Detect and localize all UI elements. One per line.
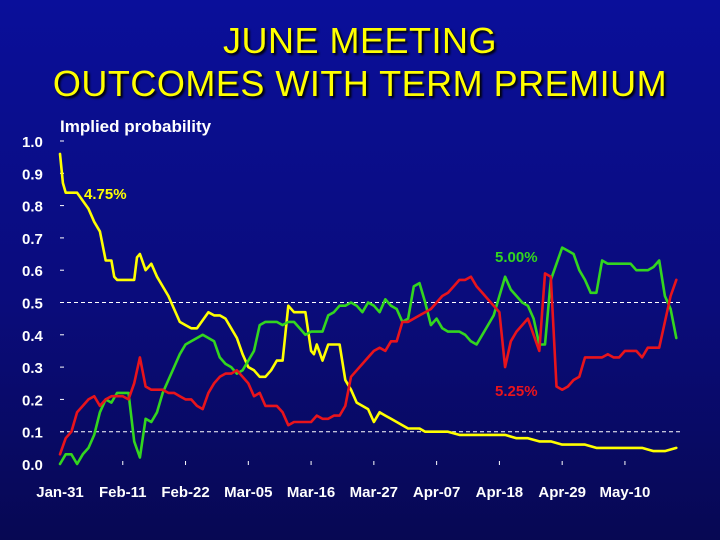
x-tick-label-1: Feb-11 [99, 484, 147, 501]
y-tick-label-3: 0.3 [22, 360, 43, 377]
series-labels: 4.75% 5.00% 5.25% [84, 186, 538, 400]
y-tick-label-10: 1.0 [22, 134, 43, 151]
gridlines [60, 302, 682, 433]
x-tick-label-7: Apr-18 [476, 484, 524, 501]
y-tick-label-2: 0.2 [22, 392, 43, 409]
series-line-0 [58, 152, 678, 453]
x-tick-label-5: Mar-27 [350, 484, 398, 501]
x-tick-label-0: Jan-31 [36, 484, 84, 501]
series-lines [58, 152, 678, 466]
y-tick-label-4: 0.4 [22, 328, 44, 345]
slide-title-line1: JUNE MEETING [222, 20, 497, 61]
y-tick-label-8: 0.8 [22, 199, 43, 216]
x-tick-label-8: Apr-29 [538, 484, 586, 501]
axes: Implied probability 0.0 0.1 0.2 0.3 0.4 0.5 0.… [22, 117, 650, 501]
series-line-2 [58, 272, 678, 456]
series-label-2: 5.25% [495, 383, 538, 400]
series-line-1 [58, 246, 678, 466]
y-tick-label-6: 0.6 [22, 263, 43, 280]
slide-title-line2: OUTCOMES WITH TERM PREMIUM [52, 63, 668, 104]
y-axis-label: Implied probability [60, 117, 212, 136]
x-tick-label-3: Mar-05 [224, 484, 272, 501]
y-tick-label-0: 0.0 [22, 457, 43, 474]
x-tick-label-6: Apr-07 [413, 484, 461, 501]
x-tick-label-9: May-10 [600, 484, 651, 501]
y-tick-label-7: 0.7 [22, 231, 43, 248]
y-tick-label-5: 0.5 [22, 296, 43, 313]
x-tick-label-4: Mar-16 [287, 484, 335, 501]
y-tick-label-1: 0.1 [22, 425, 43, 442]
y-tick-label-9: 0.9 [22, 166, 43, 183]
x-tick-label-2: Feb-22 [161, 484, 209, 501]
series-label-0: 4.75% [84, 186, 127, 203]
series-label-1: 5.00% [495, 249, 538, 266]
